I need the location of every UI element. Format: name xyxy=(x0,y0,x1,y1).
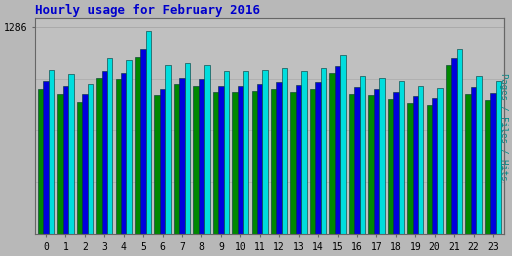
Bar xyxy=(335,66,340,234)
Bar xyxy=(359,76,365,234)
Bar xyxy=(199,79,204,234)
Bar xyxy=(418,86,423,234)
Bar xyxy=(329,73,335,234)
Bar xyxy=(251,91,257,234)
Bar xyxy=(96,78,101,234)
Bar xyxy=(315,82,321,234)
Bar xyxy=(243,71,248,234)
Bar xyxy=(82,94,88,234)
Bar xyxy=(194,86,199,234)
Bar xyxy=(38,89,44,234)
Bar xyxy=(165,65,171,234)
Bar xyxy=(437,88,443,234)
Bar xyxy=(476,76,482,234)
Bar xyxy=(398,81,404,234)
Bar xyxy=(413,96,418,234)
Bar xyxy=(68,74,74,234)
Bar xyxy=(116,79,121,234)
Bar xyxy=(426,105,432,234)
Bar xyxy=(471,87,476,234)
Bar xyxy=(290,92,296,234)
Bar xyxy=(465,94,471,234)
Bar xyxy=(432,98,437,234)
Bar xyxy=(179,78,185,234)
Bar xyxy=(126,60,132,234)
Bar xyxy=(107,58,113,234)
Bar xyxy=(321,68,326,234)
Bar xyxy=(446,65,452,234)
Bar xyxy=(140,49,146,234)
Bar xyxy=(232,92,238,234)
Bar xyxy=(282,68,287,234)
Bar xyxy=(302,71,307,234)
Bar xyxy=(354,87,359,234)
Bar xyxy=(204,65,209,234)
Bar xyxy=(452,58,457,234)
Bar xyxy=(271,89,276,234)
Bar xyxy=(490,93,496,234)
Bar xyxy=(88,84,93,234)
Bar xyxy=(62,86,68,234)
Bar xyxy=(379,78,385,234)
Bar xyxy=(101,71,107,234)
Bar xyxy=(388,99,393,234)
Bar xyxy=(340,55,346,234)
Bar xyxy=(485,100,490,234)
Bar xyxy=(49,70,54,234)
Bar xyxy=(174,84,179,234)
Bar xyxy=(257,84,263,234)
Bar xyxy=(146,31,152,234)
Bar xyxy=(218,86,224,234)
Bar xyxy=(155,95,160,234)
Bar xyxy=(393,92,398,234)
Bar xyxy=(160,89,165,234)
Bar xyxy=(407,103,413,234)
Bar xyxy=(121,73,126,234)
Bar xyxy=(57,94,62,234)
Bar xyxy=(276,82,282,234)
Bar xyxy=(374,89,379,234)
Text: Hourly usage for February 2016: Hourly usage for February 2016 xyxy=(35,4,260,17)
Bar xyxy=(296,85,302,234)
Bar xyxy=(349,94,354,234)
Bar xyxy=(185,63,190,234)
Bar xyxy=(368,95,374,234)
Bar xyxy=(44,81,49,234)
Bar xyxy=(213,92,218,234)
Bar xyxy=(135,57,140,234)
Y-axis label: Pages / Files / Hits: Pages / Files / Hits xyxy=(499,72,508,180)
Bar xyxy=(263,70,268,234)
Bar xyxy=(224,71,229,234)
Bar xyxy=(77,102,82,234)
Bar xyxy=(310,89,315,234)
Bar xyxy=(457,49,462,234)
Bar xyxy=(496,81,501,234)
Bar xyxy=(238,86,243,234)
